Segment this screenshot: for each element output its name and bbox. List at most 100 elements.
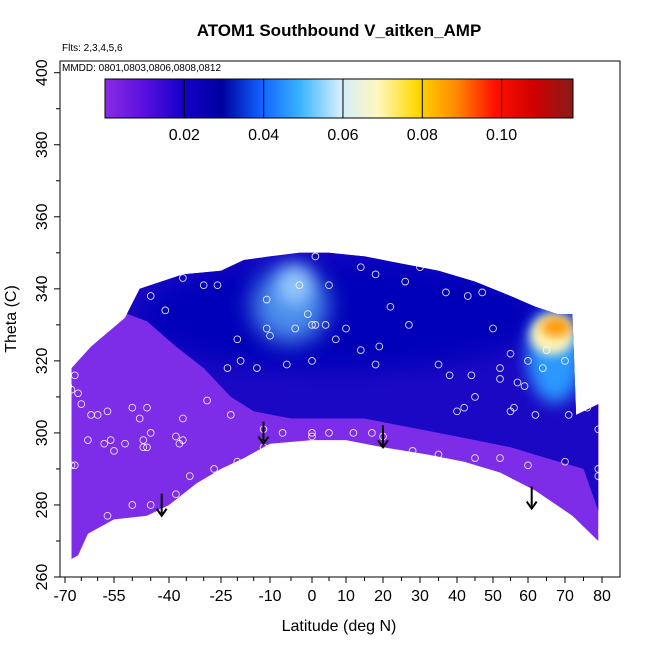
sample-point <box>74 389 82 398</box>
sample-point <box>598 475 606 484</box>
sample-point <box>416 263 424 272</box>
sample-point <box>349 429 358 437</box>
y-tick-label: 340 <box>34 275 51 302</box>
sample-point <box>453 407 461 416</box>
sample-point <box>295 281 304 290</box>
sample-point <box>311 252 320 261</box>
tropopause-arrow <box>155 493 168 518</box>
sample-point <box>146 501 155 509</box>
sample-point <box>143 443 151 452</box>
sample-point <box>520 382 529 390</box>
arrow-head <box>257 436 270 446</box>
y-tick-label: 380 <box>34 131 51 158</box>
sample-point <box>179 414 187 423</box>
x-tick-label: 80 <box>593 588 611 605</box>
colorbar-tick-label: 0.02 <box>169 127 200 144</box>
sample-point <box>308 321 316 329</box>
x-tick-label: -70 <box>53 588 76 605</box>
x-tick-label: -55 <box>102 588 125 605</box>
colorbar-tick-label: 0.10 <box>486 127 517 144</box>
sample-point <box>303 310 312 318</box>
x-tick-label: 50 <box>484 588 502 605</box>
sample-point <box>496 375 504 383</box>
sample-point <box>561 457 569 466</box>
sample-point <box>291 324 300 333</box>
sample-point <box>121 439 129 448</box>
sample-point <box>210 465 218 473</box>
sample-point <box>146 292 155 300</box>
sample-point <box>356 263 365 272</box>
sample-point <box>405 321 413 329</box>
x-tick-label: 20 <box>374 588 392 605</box>
chart-title: ATOM1 Southbound V_aitken_AMP <box>197 21 482 40</box>
sample-point <box>524 461 532 470</box>
sample-point <box>368 429 376 437</box>
sample-point <box>308 357 316 365</box>
sample-point <box>172 432 180 441</box>
sample-point <box>371 360 380 369</box>
sample-point <box>598 526 606 535</box>
sample-point <box>331 335 340 344</box>
colorbar: MMDD: 0801,0803,0806,0808,0812 0.02 0.04 0… <box>62 63 574 144</box>
plot-area: -70 -55 -40 -25 -10 0 10 20 30 40 50 60 70 80 260 280 3… <box>34 59 621 605</box>
sample-point <box>510 403 518 412</box>
tropopause-arrow <box>257 421 270 446</box>
sample-point <box>77 400 86 408</box>
sample-point <box>434 360 443 369</box>
x-axis-label: Latitude (deg N) <box>282 618 397 635</box>
sample-point <box>278 429 287 437</box>
sample-point <box>311 321 320 329</box>
y-tick-label: 320 <box>34 347 51 374</box>
y-tick-label: 280 <box>34 492 51 519</box>
sample-point <box>185 472 194 480</box>
sample-point <box>408 447 417 455</box>
sample-point <box>467 371 476 380</box>
sample-point <box>579 396 588 405</box>
sample-point <box>524 357 532 365</box>
sample-point <box>445 371 454 380</box>
sample-point <box>128 501 137 509</box>
sample-point <box>226 411 235 419</box>
sample-point <box>266 331 274 340</box>
sample-point <box>531 411 540 419</box>
sample-point <box>253 364 261 372</box>
sample-point <box>308 429 316 437</box>
x-tick-label: 30 <box>411 588 429 605</box>
sample-point <box>471 454 479 462</box>
sample-point <box>103 511 112 520</box>
colorbar-ticks: 0.02 0.04 0.06 0.08 0.10 <box>169 79 517 144</box>
y-tick-label: 260 <box>34 564 51 591</box>
sample-point <box>442 288 450 297</box>
sample-point <box>583 403 592 412</box>
sample-point <box>213 281 222 290</box>
sample-point <box>308 432 316 441</box>
tropopause-arrows <box>155 421 538 518</box>
sample-point <box>325 281 333 290</box>
sample-point <box>489 324 497 333</box>
sample-point <box>70 371 79 380</box>
sample-point <box>401 277 410 286</box>
sample-point <box>513 378 522 387</box>
sample-point <box>375 342 384 351</box>
y-axis-label: Theta (C) <box>3 285 20 353</box>
sample-point <box>262 295 271 304</box>
sample-point <box>203 396 211 405</box>
x-axis: -70 -55 -40 -25 -10 0 10 20 30 40 50 60 70 80 <box>53 577 611 605</box>
x-tick-label: -40 <box>157 588 180 605</box>
sample-point <box>564 411 573 419</box>
y-axis: 260 280 300 320 340 360 380 400 <box>34 59 60 590</box>
sample-point <box>506 349 515 358</box>
y-tick-label: 400 <box>34 59 51 86</box>
sample-point <box>143 403 151 412</box>
sample-point <box>262 324 271 333</box>
sample-point <box>236 357 245 365</box>
sample-point <box>538 364 547 372</box>
sample-point <box>70 461 79 470</box>
x-tick-label: 0 <box>308 588 317 605</box>
x-tick-label: 40 <box>448 588 466 605</box>
tropopause-arrow <box>525 486 538 511</box>
sample-point <box>223 364 232 372</box>
field-arctic-hotspot <box>541 317 571 337</box>
sample-point <box>199 281 208 290</box>
sample-point <box>139 436 148 444</box>
